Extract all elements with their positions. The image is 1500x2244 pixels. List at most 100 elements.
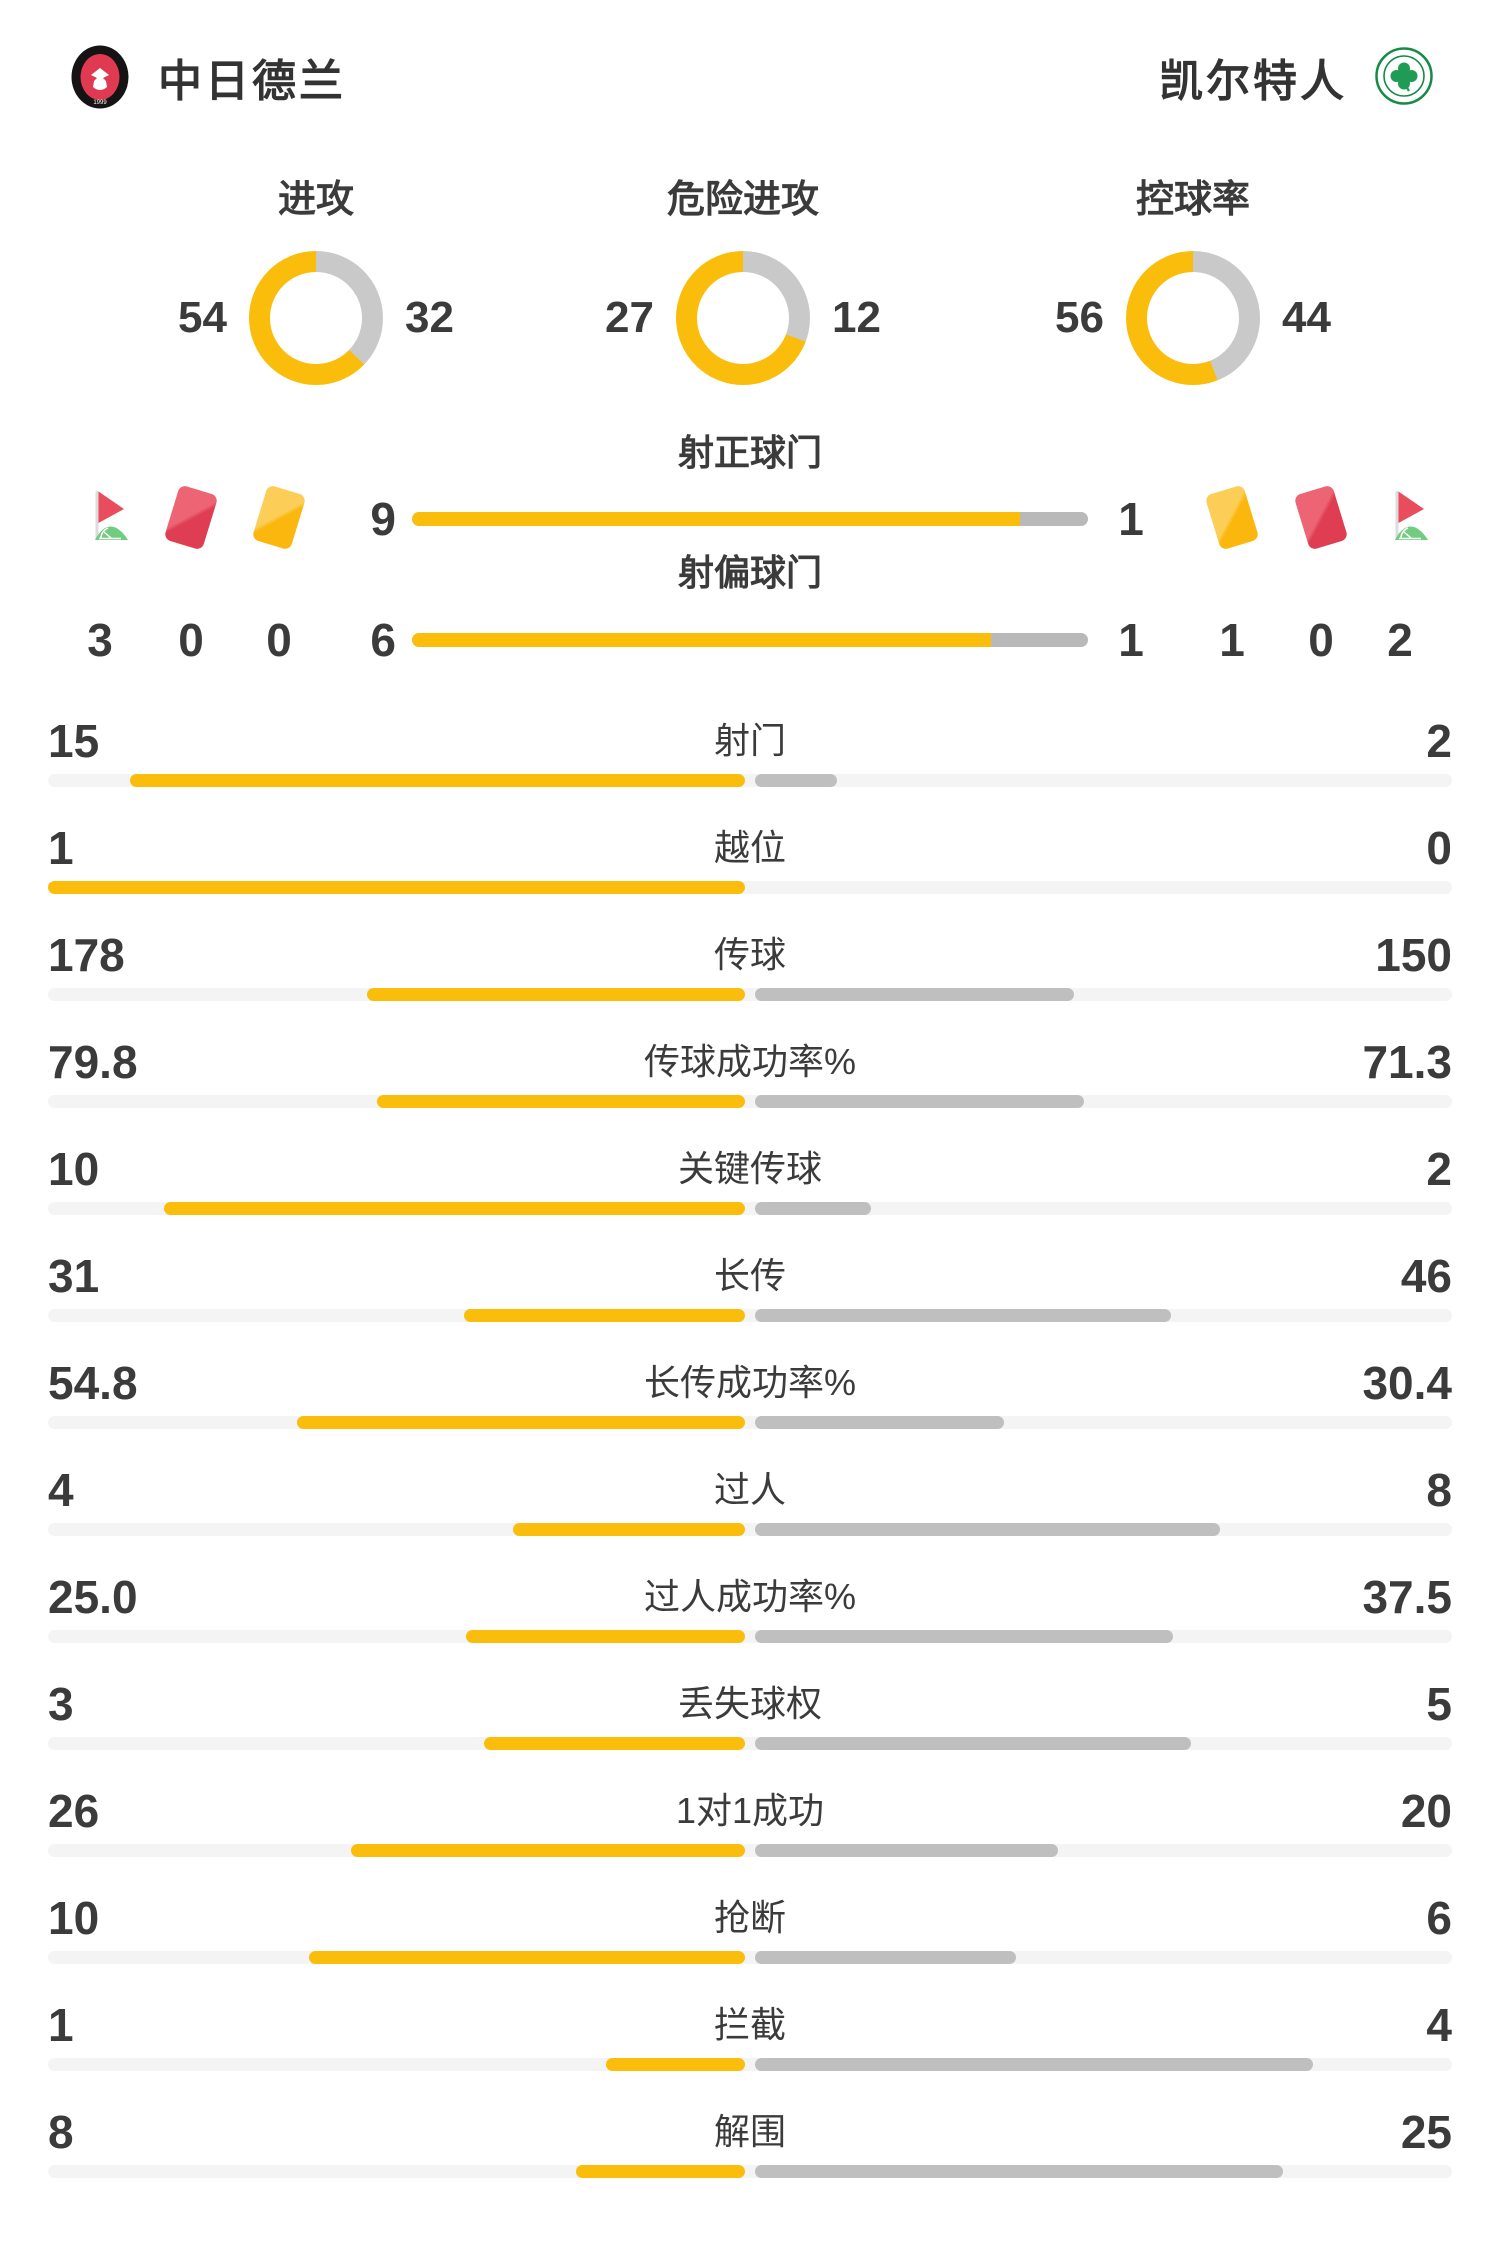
stat-home-value: 26 [48, 1785, 100, 1837]
stat-away-value: 150 [1375, 929, 1452, 981]
donut-attacks-title: 进攻 [277, 179, 354, 221]
stat-label: 拦截 [713, 2004, 786, 2045]
donut-possession: 控球率 56 44 [1016, 177, 1370, 385]
stat-away-value: 46 [1400, 1250, 1452, 1302]
stat-home-value: 31 [48, 1250, 100, 1302]
donut-possession-home-value: 56 [1055, 293, 1104, 342]
stat-bar-home [164, 1202, 745, 1215]
stat-away-value: 2 [1426, 715, 1452, 767]
donut-possession-away-value: 44 [1282, 293, 1331, 342]
stat-label: 长传成功率% [643, 1362, 856, 1403]
donut-dangerous-attacks-title: 危险进攻 [666, 179, 819, 221]
stat-home-value: 10 [48, 1892, 100, 1944]
stat-label: 过人 [713, 1469, 786, 1510]
corner-flag-icon [71, 488, 129, 546]
donut-hole [697, 272, 789, 364]
shots-on-target-bar [412, 512, 1088, 526]
stat-label: 丢失球权 [677, 1683, 822, 1724]
stat-label: 1对1成功 [675, 1790, 825, 1831]
donut-attacks-home-value: 54 [178, 293, 227, 342]
stat-home-value: 15 [48, 715, 100, 767]
midtjylland-badge-icon: 1999 [71, 45, 129, 109]
stat-bar-away [755, 2165, 1284, 2178]
donut-dangerous-attacks: 危险进攻 27 12 [566, 177, 920, 385]
stat-bar-home [296, 1416, 745, 1429]
donut-possession-title: 控球率 [1135, 179, 1250, 221]
home-team-name[interactable]: 中日德兰 [158, 57, 346, 106]
stat-bar-away [755, 774, 837, 787]
stat-label: 过人成功率% [643, 1576, 856, 1617]
stat-bar-away [755, 1523, 1220, 1536]
stat-bar-away [755, 1630, 1174, 1643]
stat-home-value: 178 [48, 929, 125, 981]
donut-dangerous-attacks-away-value: 12 [832, 293, 881, 342]
donut-hole [1147, 272, 1239, 364]
stat-away-value: 6 [1426, 1892, 1452, 1944]
red-card-icon [1293, 484, 1349, 551]
shots-off-target-title: 射偏球门 [677, 552, 822, 593]
stat-bar-home [376, 1095, 745, 1108]
stat-home-value: 1 [48, 822, 74, 874]
stat-home-value: 4 [48, 1464, 74, 1516]
home-team-logo[interactable]: 1999 [71, 45, 129, 109]
stat-label: 越位 [713, 827, 786, 868]
stat-bar-away [755, 1951, 1017, 1964]
stat-bar-home [466, 1630, 745, 1643]
stat-home-value: 1 [48, 1999, 74, 2051]
away-team-name[interactable]: 凯尔特人 [1159, 57, 1347, 106]
stat-away-value: 0 [1426, 822, 1452, 874]
stat-away-value: 71.3 [1362, 1036, 1452, 1088]
stat-bar-track [48, 1309, 1452, 1322]
stat-bar-track [48, 1630, 1452, 1643]
stat-bar-home [576, 2165, 745, 2178]
shots-on-target-away-value: 1 [1118, 493, 1144, 545]
shots-on-target-title: 射正球门 [677, 432, 822, 473]
stat-bar-home [483, 1737, 745, 1750]
stat-bar-away [755, 1095, 1084, 1108]
home-yellow-cards-count: 0 [266, 614, 292, 666]
stat-bar-track [48, 1202, 1452, 1215]
donut-hole [270, 272, 362, 364]
stat-bar-away [755, 1844, 1059, 1857]
stat-label: 解围 [713, 2111, 786, 2152]
stat-bar-home [605, 2058, 745, 2071]
stat-bar-track [48, 881, 1452, 894]
shots-off-target-bar [412, 633, 1088, 647]
svg-text:1999: 1999 [93, 100, 107, 106]
stat-bar-home [512, 1523, 745, 1536]
away-yellow-cards-count: 1 [1219, 614, 1245, 666]
stat-away-value: 25 [1400, 2106, 1452, 2158]
stat-bar-away [755, 988, 1074, 1001]
stat-bar-track [48, 2058, 1452, 2071]
stat-label: 传球成功率% [643, 1041, 856, 1082]
stat-bar-away [755, 1416, 1004, 1429]
corner-flag-icon [1371, 488, 1429, 546]
stat-home-value: 8 [48, 2106, 74, 2158]
stat-away-value: 20 [1400, 1785, 1452, 1837]
stat-label: 关键传球 [677, 1148, 822, 1189]
away-red-cards-count: 0 [1308, 614, 1334, 666]
stat-home-value: 54.8 [48, 1357, 138, 1409]
stat-home-value: 10 [48, 1143, 100, 1195]
shots-off-target-bar-fill [412, 633, 992, 647]
stat-label: 长传 [713, 1255, 786, 1296]
donut-attacks: 进攻 54 32 [139, 177, 493, 385]
shots-on-target-home-value: 9 [370, 493, 396, 545]
stat-bar-track [48, 1844, 1452, 1857]
stat-bar-away [755, 1737, 1191, 1750]
away-team-logo[interactable] [1375, 47, 1433, 105]
stat-home-value: 79.8 [48, 1036, 138, 1088]
home-red-cards-count: 0 [178, 614, 204, 666]
yellow-card-icon [1204, 484, 1260, 551]
stat-bar-away [755, 1309, 1172, 1322]
stat-bar-away [755, 2058, 1313, 2071]
attacks-donut-chart [249, 251, 383, 385]
stat-bar-track [48, 1416, 1452, 1429]
stat-away-value: 8 [1426, 1464, 1452, 1516]
stat-bar-home [130, 774, 745, 787]
away-corners-count: 2 [1387, 614, 1413, 666]
stat-label: 射门 [713, 720, 786, 761]
red-card-icon [163, 484, 219, 551]
shots-on-target-bar-fill [412, 512, 1021, 526]
